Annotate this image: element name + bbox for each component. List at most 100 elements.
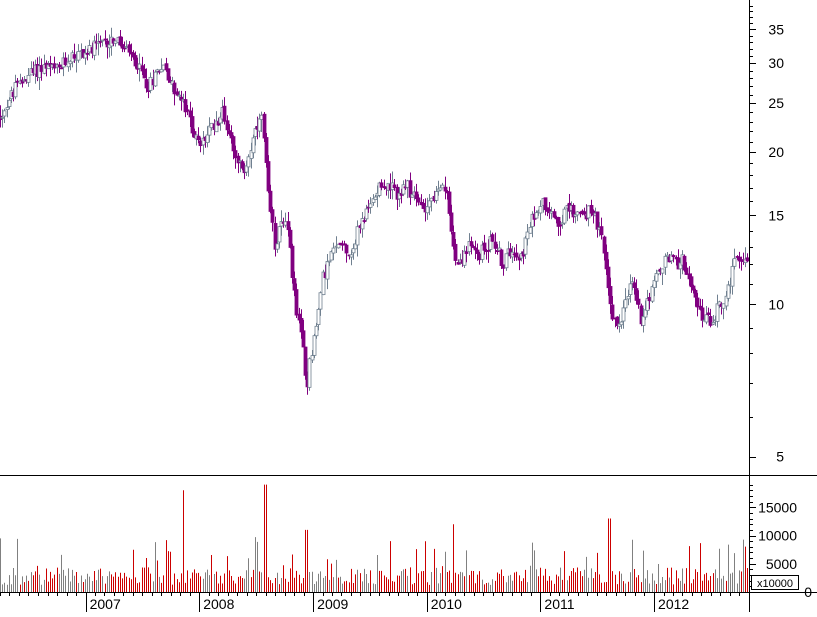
candle-body — [693, 289, 698, 298]
candle-body — [52, 63, 57, 69]
candle-body — [310, 355, 315, 361]
candle-body — [711, 322, 716, 325]
candle-body — [575, 211, 580, 216]
candle-body — [650, 286, 655, 302]
price-panel — [0, 27, 750, 395]
candle-body — [259, 114, 264, 120]
candle-body — [301, 330, 306, 348]
candle-body — [421, 202, 426, 209]
candle-body — [113, 40, 118, 44]
candle-body — [628, 283, 633, 296]
candle-body — [486, 249, 491, 252]
candle-body — [2, 110, 7, 117]
candle-body — [730, 266, 735, 287]
candle-body — [76, 51, 81, 61]
candle-body — [528, 226, 533, 234]
candle-body — [469, 241, 474, 247]
candle-body — [164, 63, 169, 71]
candle-body — [632, 282, 637, 289]
volume-tick-label: 0 — [804, 584, 812, 600]
candle-body — [198, 140, 203, 147]
candle-body — [336, 243, 341, 249]
candle-body — [700, 307, 705, 321]
candle-body — [351, 248, 356, 254]
candle-body — [501, 264, 506, 269]
year-label: 2008 — [203, 596, 234, 612]
candle-body — [571, 204, 576, 218]
candle-body — [172, 82, 177, 95]
candle-body — [371, 198, 376, 203]
candle-body — [264, 137, 269, 163]
candle-body — [621, 307, 626, 322]
candle-body — [636, 298, 641, 305]
candle-body — [316, 309, 321, 326]
candle-body — [623, 299, 628, 309]
candle-body — [185, 109, 190, 112]
volume-axis: 0 5000 10000 15000 x10000 — [749, 485, 812, 600]
price-tick-label: 15 — [768, 207, 784, 223]
candle-body — [231, 136, 236, 152]
candle-body — [362, 220, 367, 222]
candle-body — [671, 255, 676, 258]
volume-tick-label: 15000 — [758, 499, 797, 515]
candle-body — [103, 38, 108, 41]
candle-body — [177, 94, 182, 97]
candle-body — [695, 297, 700, 308]
volume-panel — [0, 484, 748, 592]
candle-body — [602, 236, 607, 254]
candle-body — [488, 236, 493, 250]
candle-body — [188, 110, 193, 118]
candle-body — [634, 288, 639, 301]
volume-tick-label: 10000 — [758, 528, 797, 544]
candle-body — [122, 47, 127, 50]
candle-body — [392, 184, 397, 188]
candle-body — [438, 187, 443, 191]
candle-body — [704, 314, 709, 323]
candle-body — [477, 253, 482, 261]
candle-body — [13, 82, 18, 98]
candle-body — [142, 68, 147, 79]
candle-body — [732, 258, 737, 267]
candle-body — [98, 40, 103, 43]
candle-body — [475, 249, 480, 254]
candle-body — [214, 120, 219, 133]
candle-body — [434, 191, 439, 201]
price-tick-label: 20 — [768, 144, 784, 160]
candle-body — [262, 113, 267, 139]
candle-body — [654, 273, 659, 282]
candle-body — [663, 255, 668, 268]
candle-body — [196, 135, 201, 141]
candle-body — [63, 57, 68, 65]
candle-body — [543, 197, 548, 211]
candle-body — [294, 289, 299, 316]
candle-body — [349, 254, 354, 258]
candle-body — [148, 76, 153, 91]
candle-body — [610, 304, 615, 320]
candle-body — [175, 91, 180, 96]
candle-body — [331, 247, 336, 254]
candle-body — [721, 303, 726, 309]
volume-multiplier-label: x10000 — [757, 578, 793, 590]
candle-body — [373, 196, 378, 200]
candle-body — [626, 295, 631, 300]
candle-body — [270, 209, 275, 223]
candle-body — [277, 226, 282, 243]
candle-body — [360, 218, 365, 230]
candle-body — [665, 254, 670, 257]
candle-body — [582, 211, 587, 215]
candle-body — [453, 243, 458, 261]
candle-body — [379, 182, 384, 188]
candle-body — [708, 316, 713, 326]
candle-body — [321, 271, 326, 296]
candle-body — [318, 292, 323, 310]
price-tick-label: 10 — [768, 296, 784, 312]
multiplier-box — [751, 575, 799, 590]
year-label: 2009 — [317, 596, 348, 612]
candle-body — [660, 268, 665, 274]
candle-body — [647, 297, 652, 302]
candle-body — [292, 278, 297, 291]
candle-body — [7, 99, 12, 107]
year-label: 2007 — [90, 596, 121, 612]
candle-body — [26, 75, 31, 83]
